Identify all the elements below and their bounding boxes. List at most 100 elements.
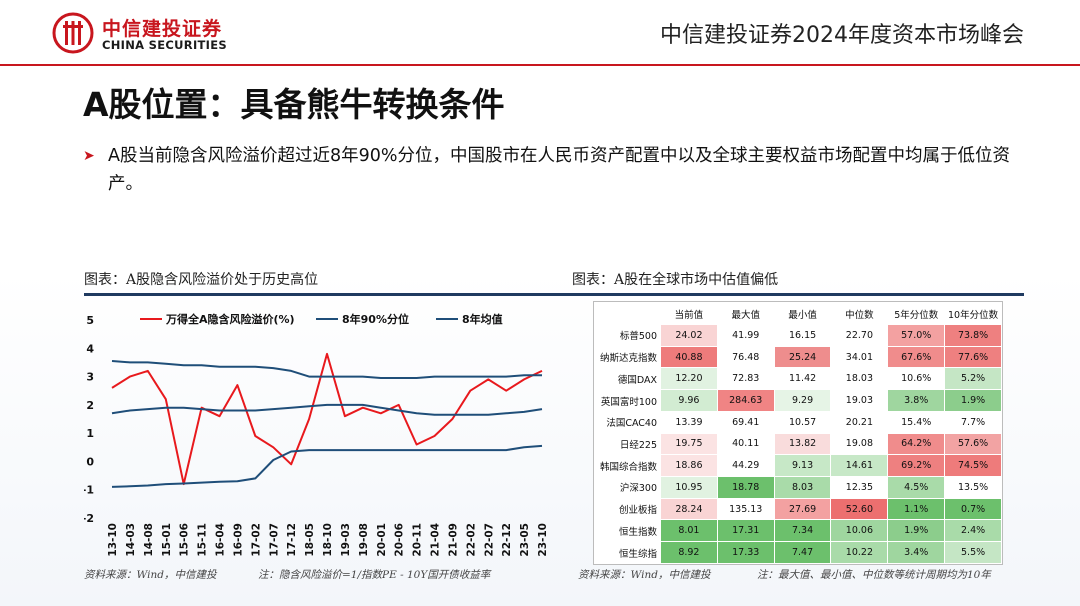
table-cell: 16.15 xyxy=(773,324,832,347)
x-tick-label: 18-10 xyxy=(322,523,334,557)
x-tick-label: 19-03 xyxy=(340,523,352,557)
legend-label: 8年90%分位 xyxy=(342,312,409,326)
logo-en-text: CHINA SECURITIES xyxy=(102,38,227,52)
x-tick-label: 17-02 xyxy=(250,523,262,557)
table-cell: 17.33 xyxy=(716,541,775,564)
x-tick-label: 21-09 xyxy=(447,523,459,557)
table-row: 纳斯达克指数 40.88 76.48 25.24 34.01 67.6% 77.6% xyxy=(594,345,1002,369)
right-source: 资料来源：Wind，中信建投 xyxy=(578,569,711,581)
table-cell: 27.69 xyxy=(773,497,832,521)
table-cell: 5.2% xyxy=(944,367,1002,391)
row-label: 恒生指数 xyxy=(594,519,661,543)
x-tick-label: 23-10 xyxy=(537,523,549,557)
x-tick-label: 17-07 xyxy=(268,523,280,557)
table-cell: 10.06 xyxy=(830,519,889,543)
table-cell: 25.24 xyxy=(773,345,832,369)
table-row: 英国富时100 9.96 284.63 9.29 19.03 3.8% 1.9% xyxy=(594,389,1002,412)
table-cell: 19.75 xyxy=(660,432,718,456)
table-row: 创业板指 28.24 135.13 27.69 52.60 1.1% 0.7% xyxy=(594,497,1002,521)
x-tick-label: 20-06 xyxy=(394,523,406,557)
table-cell: 76.48 xyxy=(716,345,775,369)
x-tick-label: 19-08 xyxy=(358,523,370,557)
table-cell: 10.6% xyxy=(887,367,946,391)
table-header-cell: 最小值 xyxy=(773,302,832,325)
left-note: 注：隐含风险溢价=1/指数PE - 10Y国开债收益率 xyxy=(258,569,491,581)
table-cell: 28.24 xyxy=(660,497,718,521)
table-header-cell: 5年分位数 xyxy=(887,302,946,325)
table-cell: 1.9% xyxy=(944,389,1002,412)
table-cell: 12.35 xyxy=(830,476,889,499)
series-line-2 xyxy=(111,403,543,416)
page-title: A股位置：具备熊牛转换条件 xyxy=(83,85,505,124)
table-cell: 9.13 xyxy=(773,454,832,478)
y-tick-label: -2 xyxy=(84,512,94,525)
table-row: 恒生综指 8.92 17.33 7.47 10.22 3.4% 5.5% xyxy=(594,541,1002,564)
left-chart-caption: 图表：A股隐含风险溢价处于历史高位 xyxy=(84,272,319,288)
table-cell: 1.1% xyxy=(887,497,946,521)
table-cell: 18.86 xyxy=(660,454,718,478)
legend-label: 万得全A隐含风险溢价(%) xyxy=(165,312,295,326)
x-tick-label: 15-06 xyxy=(179,523,191,557)
table-cell: 13.82 xyxy=(773,432,832,456)
y-tick-label: 0 xyxy=(86,455,94,468)
conference-title: 中信建投证券2024年度资本市场峰会 xyxy=(660,23,1024,48)
table-cell: 7.47 xyxy=(773,541,832,564)
table-header-cell: 当前值 xyxy=(660,302,718,325)
table-cell: 19.08 xyxy=(830,432,889,456)
table-cell: 13.5% xyxy=(944,476,1002,499)
table-cell: 69.2% xyxy=(887,454,946,478)
x-tick-label: 15-01 xyxy=(161,523,173,557)
table-cell: 10.95 xyxy=(660,476,718,499)
table-cell: 64.2% xyxy=(887,432,946,456)
table-cell: 10.57 xyxy=(773,410,832,434)
table-row: 标普500 24.02 41.99 16.15 22.70 57.0% 73.8% xyxy=(594,324,1002,347)
table-cell: 7.7% xyxy=(944,410,1002,434)
x-tick-label: 22-12 xyxy=(501,523,513,557)
x-tick-label: 16-04 xyxy=(215,523,227,557)
right-table-caption: 图表：A股在全球市场中估值偏低 xyxy=(572,272,779,288)
valuation-table: 当前值 最大值 最小值 中位数 5年分位数 10年分位数 标普500 24.02 41.99 1… xyxy=(594,302,1002,564)
x-tick-label: 13-10 xyxy=(107,523,119,557)
table-cell: 57.6% xyxy=(944,432,1002,456)
row-label: 纳斯达克指数 xyxy=(594,345,661,369)
x-tick-label: 14-08 xyxy=(143,523,155,557)
table-cell: 284.63 xyxy=(716,389,775,412)
table-cell: 8.92 xyxy=(660,541,718,564)
table-cell: 22.70 xyxy=(830,324,889,347)
table-cell: 15.4% xyxy=(887,410,946,434)
x-tick-label: 20-01 xyxy=(376,523,388,557)
table-cell: 3.8% xyxy=(887,389,946,412)
y-tick-label: 2 xyxy=(86,399,94,412)
y-tick-label: 4 xyxy=(86,342,94,355)
valuation-table-container: 当前值 最大值 最小值 中位数 5年分位数 10年分位数 标普500 24.02 41.99 1… xyxy=(593,301,1003,565)
table-cell: 24.02 xyxy=(660,324,718,347)
y-tick-label: 5 xyxy=(86,314,94,327)
table-cell: 44.29 xyxy=(716,454,775,478)
table-cell: 2.4% xyxy=(944,519,1002,543)
logo-cn-text: 中信建投证券 xyxy=(102,18,223,40)
table-cell: 69.41 xyxy=(716,410,775,434)
table-cell: 41.99 xyxy=(716,324,775,347)
table-cell: 57.0% xyxy=(887,324,946,347)
table-cell: 13.39 xyxy=(660,410,718,434)
table-cell: 72.83 xyxy=(716,367,775,391)
table-cell: 77.6% xyxy=(944,345,1002,369)
table-cell: 4.5% xyxy=(887,476,946,499)
table-cell: 9.96 xyxy=(660,389,718,412)
header: 中信建投证券 CHINA SECURITIES 中信建投证券2024年度资本市场… xyxy=(0,0,1080,66)
risk-premium-line-chart: 5 4 3 2 1 0 -1 -2 13-10 14-03 14-08 15-01 15-06 15-11… xyxy=(84,312,549,557)
row-label: 韩国综合指数 xyxy=(594,454,661,478)
table-row: 沪深300 10.95 18.78 8.03 12.35 4.5% 13.5% xyxy=(594,476,1002,499)
table-header-cell xyxy=(594,302,661,325)
table-cell: 12.20 xyxy=(660,367,718,391)
x-tick-label: 17-12 xyxy=(286,523,298,557)
row-label: 沪深300 xyxy=(594,476,661,499)
y-tick-label: -1 xyxy=(84,484,94,497)
table-cell: 14.61 xyxy=(830,454,889,478)
x-tick-label: 16-09 xyxy=(232,523,244,557)
table-row: 德国DAX 12.20 72.83 11.42 18.03 10.6% 5.2% xyxy=(594,367,1002,391)
table-cell: 135.13 xyxy=(716,497,775,521)
table-cell: 3.4% xyxy=(887,541,946,564)
row-label: 创业板指 xyxy=(594,497,661,521)
